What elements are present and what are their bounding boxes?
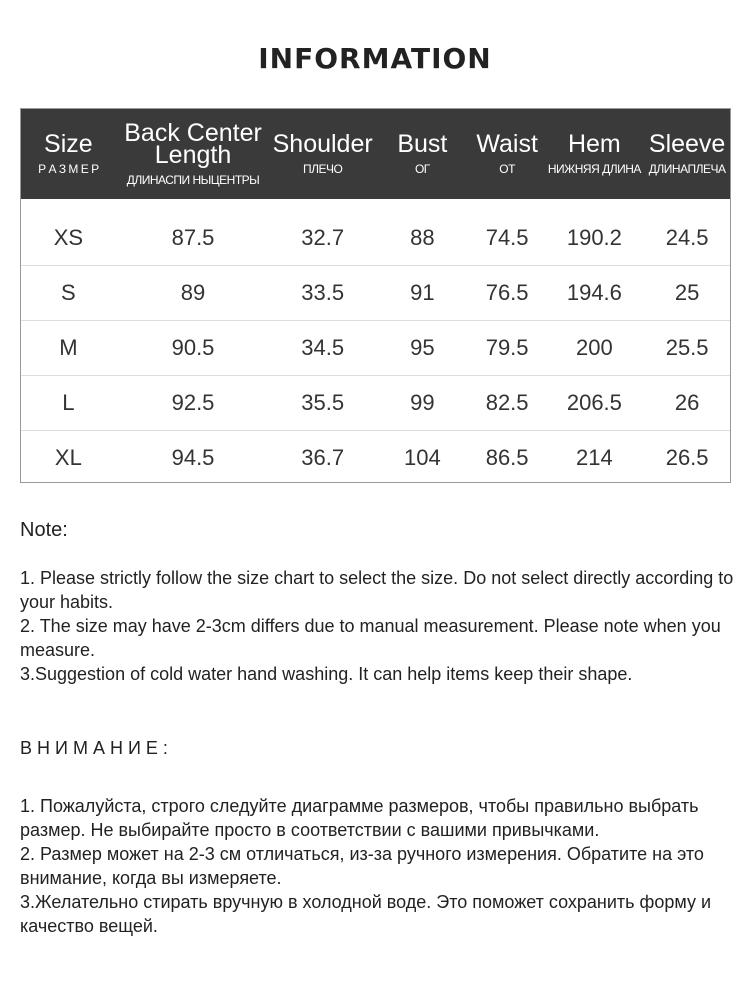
note-item: 1. Пожалуйста, строго следуйте диаграмме…	[20, 796, 699, 840]
table-cell: 76.5	[485, 280, 529, 305]
table-cell: 25.5	[665, 335, 709, 360]
table-cell: 79.5	[485, 335, 529, 360]
note-item: 3.Suggestion of cold water hand washing.…	[20, 664, 633, 684]
note-item: 2. The size may have 2-3cm differs due t…	[20, 616, 721, 660]
header-en: Size	[44, 129, 93, 158]
table-cell: 33.5	[301, 280, 345, 305]
table-cell: 91	[410, 280, 435, 305]
table-cell: 95	[410, 335, 435, 360]
table-cell: 94.5	[171, 445, 215, 470]
note-item: 2. Размер может на 2-3 см отличаться, из…	[20, 844, 704, 888]
header-en: Sleeve	[648, 129, 726, 158]
table-cell: 82.5	[485, 390, 529, 415]
note-item: 3.Желательно стирать вручную в холодной …	[20, 892, 712, 936]
table-cell: 89	[180, 280, 206, 305]
column-header: Bust ОГ	[375, 109, 470, 199]
table-cell: 26	[674, 390, 700, 415]
table-row: XS 87.5 32.7 88 74.5 190.2 24.5	[21, 211, 730, 266]
header-en: Bust	[397, 129, 448, 158]
header-ru: НИЖНЯЯ ДЛИНА	[547, 161, 642, 176]
table-cell: 200	[576, 335, 613, 360]
table-cell: L	[62, 390, 75, 415]
table-cell: 99	[410, 390, 435, 415]
table-cell: 74.5	[485, 225, 529, 250]
column-header: Size Р А З М Е Р	[21, 109, 116, 199]
table-cell: 34.5	[301, 335, 345, 360]
table-cell: 26.5	[665, 445, 709, 470]
table-cell: S	[61, 280, 76, 305]
note-heading: В Н И М А Н И Е :	[20, 738, 168, 758]
table-cell: 190.2	[566, 225, 622, 250]
table-cell: 35.5	[301, 390, 345, 415]
note-heading: Note:	[20, 519, 68, 541]
column-header: Sleeve ДЛИНАПЛЕЧА	[644, 109, 730, 199]
column-header: Shoulder ПЛЕЧО	[270, 109, 375, 199]
header-ru: ДЛИНАСПИ НЫЦЕНТРЫ	[126, 172, 260, 187]
table-cell: 92.5	[171, 390, 215, 415]
table-cell: 36.7	[301, 445, 345, 470]
table-cell: 214	[576, 445, 613, 470]
header-en: Back Center Length	[124, 118, 262, 169]
header-en: Waist	[476, 129, 538, 158]
table-row: XL 94.5 36.7 104 86.5 214 26.5	[21, 431, 730, 485]
header-ru: ОТ	[499, 161, 515, 176]
table-cell: XL	[54, 445, 82, 470]
table-cell: XS	[53, 225, 84, 250]
size-table: Size Р А З М Е Р Back Center Length ДЛИНАСП…	[20, 108, 731, 483]
table-row: L 92.5 35.5 99 82.5 206.5 26	[21, 376, 730, 431]
note-english: Note: 1. Please strictly follow the size…	[20, 518, 735, 686]
header-ru: ОГ	[414, 161, 430, 176]
table-cell: 24.5	[665, 225, 709, 250]
column-header: Back Center Length ДЛИНАСПИ НЫЦЕНТРЫ	[116, 109, 271, 199]
table-cell: 88	[410, 225, 435, 250]
header-ru: Р А З М Е Р	[38, 161, 99, 176]
column-header: Hem НИЖНЯЯ ДЛИНА	[545, 109, 645, 199]
table-cell: 104	[404, 445, 441, 470]
header-en: Shoulder	[272, 129, 373, 158]
header-ru: ДЛИНАПЛЕЧА	[648, 161, 726, 176]
header-en: Hem	[567, 129, 621, 158]
table-cell: 87.5	[171, 225, 215, 250]
table-cell: 194.6	[566, 280, 622, 305]
table-header: Size Р А З М Е Р Back Center Length ДЛИНАСП…	[21, 109, 730, 199]
table-cell: 90.5	[171, 335, 215, 360]
table-row: M 90.5 34.5 95 79.5 200 25.5	[21, 321, 730, 376]
table-cell: 25	[674, 280, 700, 305]
column-header: Waist ОТ	[470, 109, 545, 199]
table-row: S 89 33.5 91 76.5 194.6 25	[21, 266, 730, 321]
table-cell: 206.5	[566, 390, 622, 415]
page-title: INFORMATION	[258, 42, 492, 75]
header-ru: ПЛЕЧО	[302, 161, 343, 176]
table-cell: 32.7	[301, 225, 345, 250]
table-cell: M	[59, 335, 78, 360]
note-item: 1. Please strictly follow the size chart…	[20, 568, 734, 612]
table-cell: 86.5	[485, 445, 529, 470]
note-russian: В Н И М А Н И Е : 1. Пожалуйста, строго …	[20, 736, 735, 938]
